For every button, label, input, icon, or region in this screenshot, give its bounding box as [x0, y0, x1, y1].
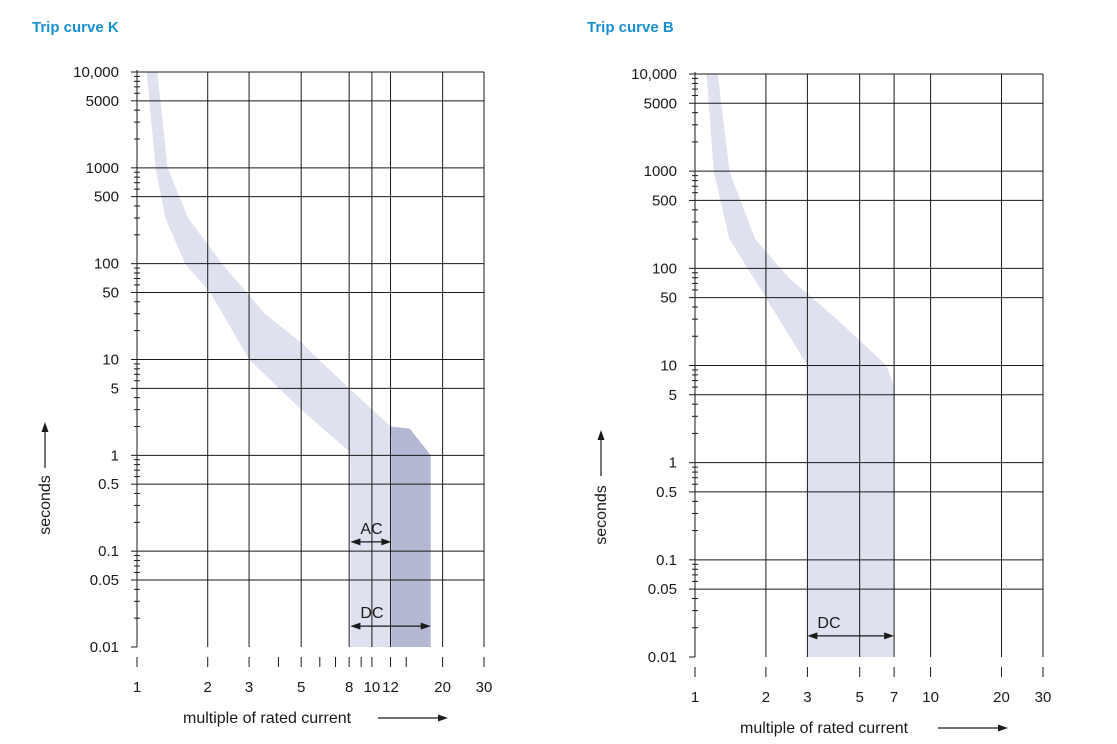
y-tick-label: 0.01: [90, 639, 119, 656]
annotation-arrow-head: [350, 538, 361, 546]
x-axis-label: multiple of rated current: [183, 710, 352, 727]
y-axis-arrow-head: [597, 430, 605, 440]
y-tick-label: 5000: [644, 95, 677, 112]
x-axis-label: multiple of rated current: [740, 720, 909, 737]
x-tick-label: 1: [133, 679, 141, 696]
chart-title: Trip curve K: [32, 19, 119, 36]
x-tick-label: 10: [364, 679, 381, 696]
x-tick-label: 30: [1035, 689, 1052, 706]
series-band-dc: [390, 426, 431, 647]
series-band-dc: [706, 74, 895, 657]
y-tick-label: 50: [102, 285, 119, 302]
x-tick-label: 20: [434, 679, 451, 696]
trip-curve-b-chart: Trip curve B 10,000500010005001005010510…: [587, 19, 1051, 737]
x-tick-label: 12: [382, 679, 399, 696]
annotation-arrow-head: [807, 632, 818, 640]
annotation-label-ac: AC: [360, 521, 382, 538]
y-tick-label: 1: [111, 447, 119, 464]
x-tick-label: 3: [803, 689, 811, 706]
x-tick-label: 20: [993, 689, 1010, 706]
y-tick-label: 1: [669, 455, 677, 472]
y-tick-label: 0.01: [648, 649, 677, 666]
y-tick-label: 0.05: [648, 581, 677, 598]
annotation-arrow-head: [350, 622, 361, 630]
y-tick-label: 500: [652, 192, 677, 209]
x-tick-label: 2: [204, 679, 212, 696]
y-tick-label: 0.1: [656, 552, 677, 569]
y-tick-label: 500: [94, 189, 119, 206]
y-tick-label: 10,000: [73, 64, 119, 81]
x-tick-label: 3: [245, 679, 253, 696]
y-axis-label: seconds: [37, 475, 54, 535]
y-tick-label: 1000: [644, 163, 677, 180]
x-tick-label: 5: [856, 689, 864, 706]
y-axis-label: seconds: [593, 485, 610, 545]
y-tick-label: 50: [660, 290, 677, 307]
x-tick-label: 7: [890, 689, 898, 706]
x-tick-label: 1: [691, 689, 699, 706]
y-tick-label: 100: [652, 260, 677, 277]
x-tick-label: 2: [762, 689, 770, 706]
chart-title: Trip curve B: [587, 19, 674, 36]
annotation-label-dc: DC: [817, 615, 840, 632]
y-axis-arrow-head: [41, 422, 49, 432]
trip-curve-k-chart: Trip curve K 10,000500010005001005010510…: [32, 19, 492, 727]
y-tick-label: 5: [111, 380, 119, 397]
annotation-label-dc: DC: [360, 605, 383, 622]
x-tick-label: 30: [476, 679, 493, 696]
x-tick-label: 10: [922, 689, 939, 706]
x-axis-arrow-head: [438, 714, 448, 722]
y-tick-label: 10: [102, 352, 119, 369]
y-tick-label: 1000: [86, 160, 119, 177]
y-tick-label: 10,000: [631, 66, 677, 83]
x-tick-label: 8: [345, 679, 353, 696]
x-axis-arrow-head: [998, 724, 1008, 732]
x-tick-label: 5: [297, 679, 305, 696]
y-tick-label: 5000: [86, 93, 119, 110]
y-tick-label: 0.5: [98, 476, 119, 493]
y-tick-label: 0.5: [656, 484, 677, 501]
annotation-arrow-head: [381, 538, 392, 546]
annotation-arrow-head: [884, 632, 895, 640]
y-tick-label: 100: [94, 256, 119, 273]
y-tick-label: 5: [669, 387, 677, 404]
annotation-arrow-head: [420, 622, 431, 630]
y-tick-label: 0.1: [98, 543, 119, 560]
y-tick-label: 0.05: [90, 572, 119, 589]
y-tick-label: 10: [660, 358, 677, 375]
